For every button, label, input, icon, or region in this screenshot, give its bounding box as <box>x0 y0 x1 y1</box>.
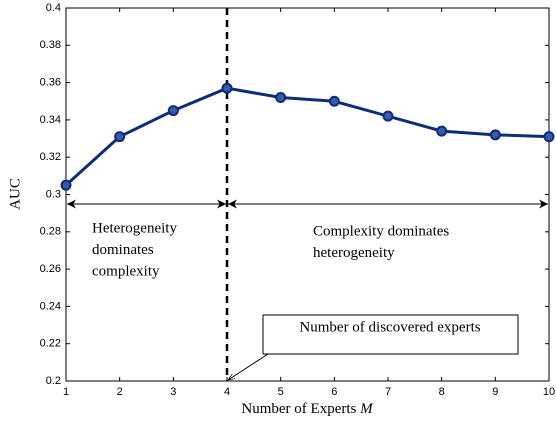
annotation-arrow <box>228 353 269 380</box>
annotation-text: heterogeneity <box>313 245 395 261</box>
y-tick-label: 0.26 <box>40 263 61 275</box>
x-tick-label: 10 <box>543 386 555 398</box>
data-point <box>382 110 394 122</box>
data-point <box>489 129 501 141</box>
x-tick-label: 1 <box>63 386 69 398</box>
x-tick-label: 8 <box>439 386 445 398</box>
annotation-text: complexity <box>92 263 160 279</box>
x-axis-label: Number of Experts M <box>241 401 374 417</box>
x-tick-label: 2 <box>117 386 123 398</box>
x-tick-label: 3 <box>170 386 176 398</box>
y-tick-label: 0.28 <box>40 226 61 238</box>
annotation-text: dominates <box>92 242 154 258</box>
data-point <box>328 95 340 107</box>
x-tick-label: 9 <box>492 386 498 398</box>
annotation-text: Number of discovered experts <box>299 319 480 335</box>
y-tick-label: 0.34 <box>40 114 61 126</box>
y-tick-label: 0.36 <box>40 77 61 89</box>
annotation-box <box>262 314 519 355</box>
y-tick-label: 0.22 <box>40 338 61 350</box>
data-point <box>436 125 448 137</box>
y-tick-label: 0.32 <box>40 151 61 163</box>
x-axis-variable: M <box>359 401 374 417</box>
data-point <box>275 92 287 104</box>
data-point <box>167 105 179 117</box>
data-point <box>114 131 126 143</box>
y-tick-label: 0.3 <box>46 188 61 200</box>
y-tick-label: 0.2 <box>46 375 61 387</box>
x-tick-label: 7 <box>385 386 391 398</box>
annotation-text: Heterogeneity <box>92 220 177 236</box>
data-point <box>543 131 555 143</box>
data-line <box>64 86 550 187</box>
y-tick-label: 0.4 <box>46 2 61 14</box>
annotation-text: Complexity dominates <box>313 223 449 239</box>
y-tick-label: 0.24 <box>40 300 61 312</box>
data-point <box>60 179 72 191</box>
x-tick-label: 4 <box>224 386 230 398</box>
x-axis-label-text: Number of Experts <box>241 401 356 417</box>
y-axis-label: AUC <box>7 178 23 210</box>
x-tick-label: 5 <box>278 386 284 398</box>
x-tick-label: 6 <box>331 386 337 398</box>
data-point <box>221 82 233 94</box>
y-tick-label: 0.38 <box>40 39 61 51</box>
